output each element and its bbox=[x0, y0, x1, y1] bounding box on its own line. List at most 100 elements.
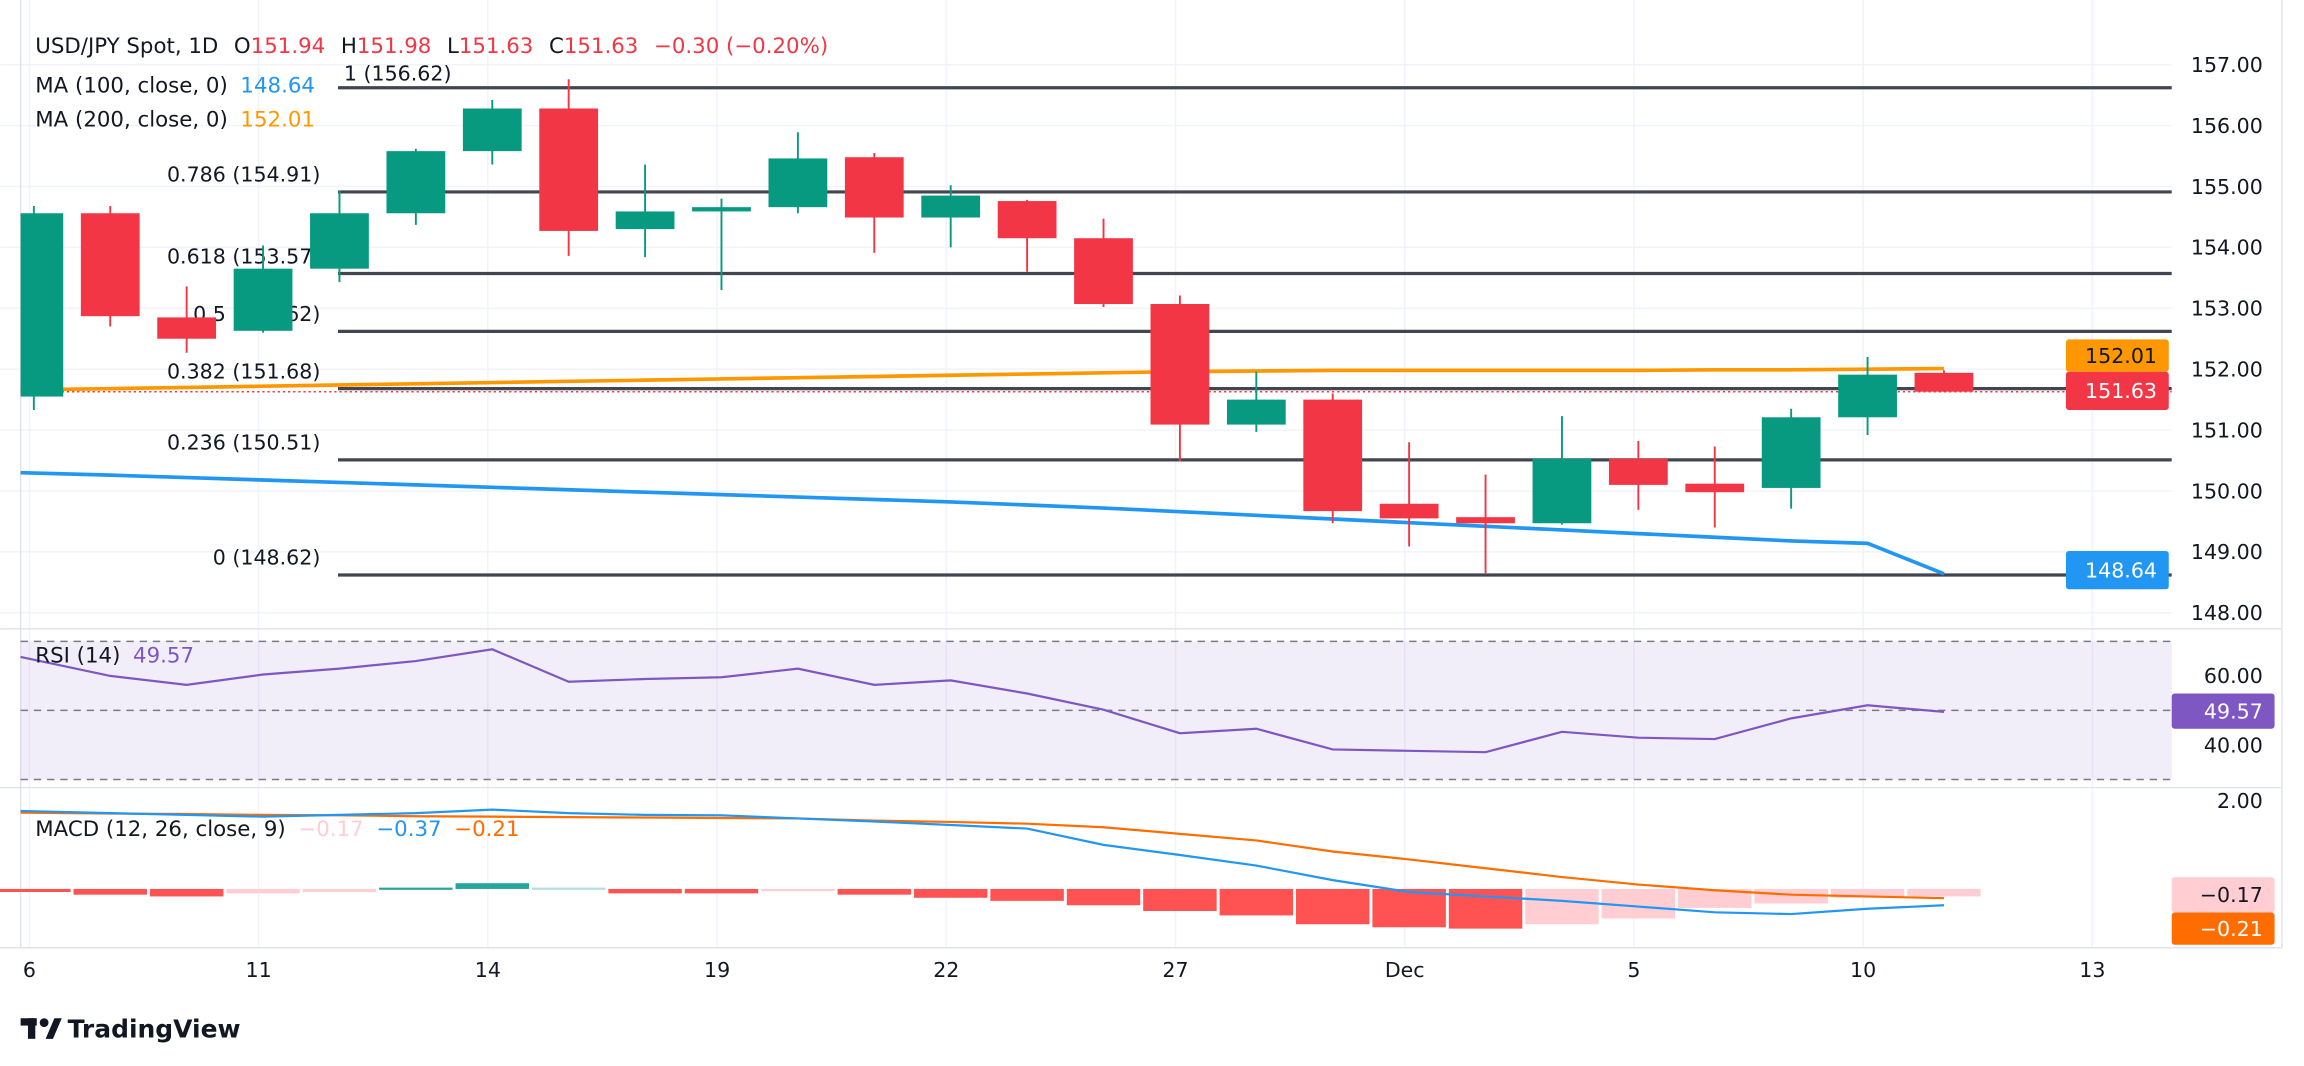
price-tick-label: 152.00 bbox=[2191, 358, 2263, 382]
open-value: 151.94 bbox=[251, 34, 326, 59]
candles bbox=[20, 79, 1974, 574]
candle-up bbox=[1226, 371, 1286, 432]
price-tick-label: 157.00 bbox=[2191, 53, 2263, 77]
time-tick-label: 19 bbox=[704, 958, 730, 982]
ma100-legend[interactable]: MA (100, close, 0) 148.64 bbox=[35, 74, 315, 99]
close-label: C bbox=[549, 34, 564, 59]
time-tick-label: 14 bbox=[475, 958, 501, 982]
candle-body bbox=[80, 213, 140, 317]
fib-level-label: 1 (156.62) bbox=[344, 61, 452, 85]
candle-up bbox=[462, 99, 522, 165]
high-value: 151.98 bbox=[357, 34, 432, 59]
candle-up bbox=[921, 185, 981, 248]
ma200-badge-text: 152.01 bbox=[2085, 344, 2157, 368]
fib-level-label: 0.618 (153.57) bbox=[167, 244, 320, 268]
macd-histogram-bar bbox=[149, 888, 224, 897]
rsi-badge-text: 49.57 bbox=[2204, 700, 2263, 724]
macd-histogram-bar bbox=[1219, 888, 1294, 916]
candle-body bbox=[1838, 374, 1897, 418]
time-tick-label: 10 bbox=[1850, 958, 1876, 982]
candle-body bbox=[310, 213, 369, 269]
candle-body bbox=[1303, 399, 1363, 512]
fibonacci-retracement[interactable]: 1 (156.62) 0.786 (154.91) 0.618 (153.57) 0.… bbox=[20, 61, 2172, 577]
candle-up bbox=[692, 198, 751, 290]
candle-body bbox=[386, 151, 446, 214]
macd-signal-badge: −0.21 bbox=[2171, 912, 2275, 945]
rsi-legend[interactable]: RSI (14) 49.57 bbox=[35, 644, 194, 669]
rsi-tick-label: 40.00 bbox=[2204, 733, 2263, 757]
macd-hist-badge-text: −0.17 bbox=[2200, 883, 2263, 907]
candle-down bbox=[1150, 295, 1210, 462]
fib-level-label: 0 (148.62) bbox=[213, 546, 321, 570]
ma200-line bbox=[20, 366, 1944, 392]
last-price-badge-text: 151.63 bbox=[2085, 379, 2157, 403]
candle-body bbox=[1532, 458, 1592, 524]
rsi-line bbox=[20, 648, 1945, 754]
price-tick-label: 148.00 bbox=[2191, 601, 2263, 625]
ma200-legend[interactable]: MA (200, close, 0) 152.01 bbox=[35, 107, 315, 132]
fib-level-label: 0.382 (151.68) bbox=[167, 359, 320, 383]
ma100-price-badge: 148.64 bbox=[2065, 550, 2169, 590]
ma100-line bbox=[20, 470, 1945, 576]
candle-body bbox=[539, 108, 599, 231]
candle-body bbox=[157, 317, 217, 339]
candle-body bbox=[615, 211, 675, 230]
candle-body bbox=[1608, 458, 1668, 485]
time-tick-label: 27 bbox=[1162, 958, 1188, 982]
candle-body bbox=[997, 201, 1057, 239]
macd-legend[interactable]: MACD (12, 26, close, 9) −0.17 −0.37 −0.2… bbox=[35, 817, 519, 842]
macd-histogram-bar bbox=[0, 888, 71, 893]
candle-down bbox=[1456, 474, 1515, 574]
close-value: 151.63 bbox=[564, 34, 639, 59]
axes: 157.00 156.00 155.00 154.00 153.00 152.00 151.… bbox=[23, 53, 2263, 982]
candle-down bbox=[539, 79, 599, 256]
macd-histogram-bar bbox=[1295, 888, 1370, 925]
low-label: L bbox=[447, 34, 459, 59]
candle-body bbox=[462, 108, 522, 152]
candle-body bbox=[1150, 304, 1210, 425]
macd-histogram-bar bbox=[761, 888, 835, 892]
macd-histogram-bar bbox=[1830, 888, 1905, 898]
tradingview-logo[interactable]: TradingView bbox=[20, 1014, 241, 1043]
macd-tick-label: 2.00 bbox=[2217, 789, 2263, 813]
candle-body bbox=[921, 195, 981, 218]
candle-up bbox=[615, 164, 675, 258]
ma100-value: 148.64 bbox=[240, 74, 315, 99]
macd-signal-badge-text: −0.21 bbox=[2200, 917, 2263, 941]
macd-histogram-bar bbox=[1678, 888, 1752, 908]
low-value: 151.63 bbox=[459, 34, 534, 59]
macd-histogram-bar bbox=[990, 888, 1064, 901]
candle-body bbox=[233, 268, 293, 331]
ma200-value: 152.01 bbox=[240, 107, 315, 132]
macd-histogram-bar bbox=[1525, 888, 1599, 925]
rsi-value: 49.57 bbox=[133, 644, 194, 669]
candle-down bbox=[157, 286, 217, 353]
candle-body bbox=[1456, 517, 1515, 524]
time-tick-label: 6 bbox=[23, 958, 36, 982]
price-tick-label: 149.00 bbox=[2191, 540, 2263, 564]
candle-body bbox=[1226, 399, 1286, 425]
ma100-label: MA (100, close, 0) bbox=[35, 74, 227, 99]
macd-histogram-bar bbox=[1066, 888, 1141, 906]
candle-down bbox=[1379, 442, 1439, 547]
candle-down bbox=[1608, 441, 1668, 510]
fib-level-label: 0.236 (150.51) bbox=[167, 431, 320, 455]
macd-pane bbox=[0, 808, 1981, 929]
macd-label: MACD (12, 26, close, 9) bbox=[35, 817, 285, 842]
moving-averages bbox=[20, 366, 1945, 576]
change-value: −0.30 (−0.20%) bbox=[654, 34, 828, 59]
macd-histogram-bar bbox=[1143, 888, 1217, 911]
candle-up bbox=[233, 245, 293, 333]
candle-up bbox=[20, 205, 64, 410]
price-tick-label: 151.00 bbox=[2191, 418, 2263, 442]
grid bbox=[0, 0, 2172, 948]
ohlc-legend: USD/JPY Spot, 1D O151.94 H151.98 L151.63… bbox=[35, 34, 828, 59]
price-tick-label: 150.00 bbox=[2191, 479, 2263, 503]
candle-body bbox=[692, 207, 751, 212]
candle-down bbox=[1303, 393, 1363, 524]
macd-line-value: −0.37 bbox=[376, 817, 441, 842]
ma100-badge-text: 148.64 bbox=[2085, 558, 2157, 582]
candle-up bbox=[386, 148, 446, 225]
